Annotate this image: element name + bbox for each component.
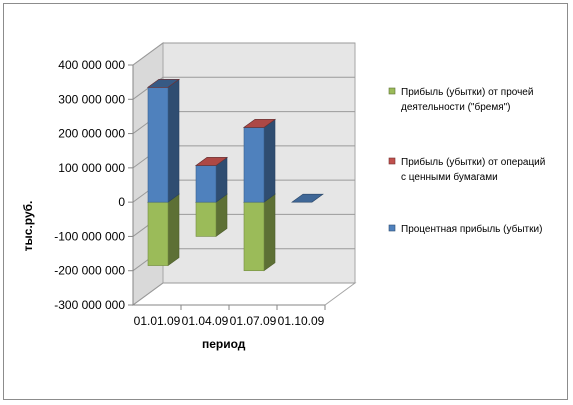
legend-entry: Процентная прибыль (убытки) — [388, 223, 542, 235]
bar-segment — [147, 78, 180, 203]
bar-front — [243, 127, 265, 203]
bar-segment — [147, 193, 180, 267]
x-axis-title: период — [202, 337, 246, 351]
legend-entry: Прибыль (убытки) от прочей деятельности (… — [388, 86, 533, 113]
bar-top-cap — [195, 157, 228, 166]
floor — [131, 282, 357, 306]
x-tick-label: 01.01.09 — [134, 314, 181, 328]
bar-side — [263, 118, 276, 203]
y-tick-label: 400 000 000 — [58, 58, 125, 72]
bars — [147, 78, 324, 272]
bar-segment — [243, 193, 276, 272]
legend-swatch — [388, 224, 396, 232]
gridline — [132, 282, 355, 306]
x-tick-label: 01.10.09 — [278, 314, 325, 328]
bar-top-cap — [147, 78, 180, 88]
legend-label: с ценными бумагами — [401, 171, 498, 183]
legend: Прибыль (убытки) от прочей деятельности (… — [388, 86, 545, 235]
y-tick-label: 100 000 000 — [58, 161, 125, 175]
gridline — [132, 42, 355, 66]
bar-front — [195, 165, 217, 203]
y-axis-title: тыс.руб. — [21, 201, 35, 252]
x-tick-label: 01.07.09 — [230, 314, 277, 328]
y-tick-label: 0 — [118, 195, 125, 209]
y-axis-tick-labels: -300 000 000 -200 000 000 -100 000 000 0 100… — [54, 58, 125, 312]
bar-side — [263, 193, 276, 272]
bar-side — [167, 78, 180, 203]
bar-top-cap — [243, 119, 276, 128]
bar-front — [243, 201, 265, 272]
bar-front — [195, 201, 217, 237]
y-tick-label: 200 000 000 — [58, 127, 125, 141]
bar-front — [147, 201, 169, 266]
gridline — [132, 76, 355, 100]
legend-label: Процентная прибыль (убытки) — [401, 223, 542, 235]
y-tick-label: -100 000 000 — [54, 229, 125, 243]
legend-label: Прибыль (убытки) от операций — [401, 156, 545, 168]
y-tick-label: 300 000 000 — [58, 92, 125, 106]
bar-segment — [243, 118, 276, 203]
legend-label: Прибыль (убытки) от прочей — [401, 86, 533, 98]
legend-swatch — [388, 87, 396, 95]
bar-side — [167, 193, 180, 267]
bar-flat-cap — [291, 193, 324, 203]
bar-front — [147, 86, 169, 203]
legend-label: деятельности ("бремя") — [401, 101, 510, 113]
y-tick-label: -300 000 000 — [54, 298, 125, 312]
legend-entry: Прибыль (убытки) от операций с ценными бу… — [388, 156, 545, 183]
x-axis-tick-labels: 01.01.09 01.04.09 01.07.09 01.10.09 — [134, 314, 325, 328]
x-tick-label: 01.04.09 — [182, 314, 229, 328]
y-tick-label: -200 000 000 — [54, 264, 125, 278]
legend-swatch — [388, 157, 396, 165]
